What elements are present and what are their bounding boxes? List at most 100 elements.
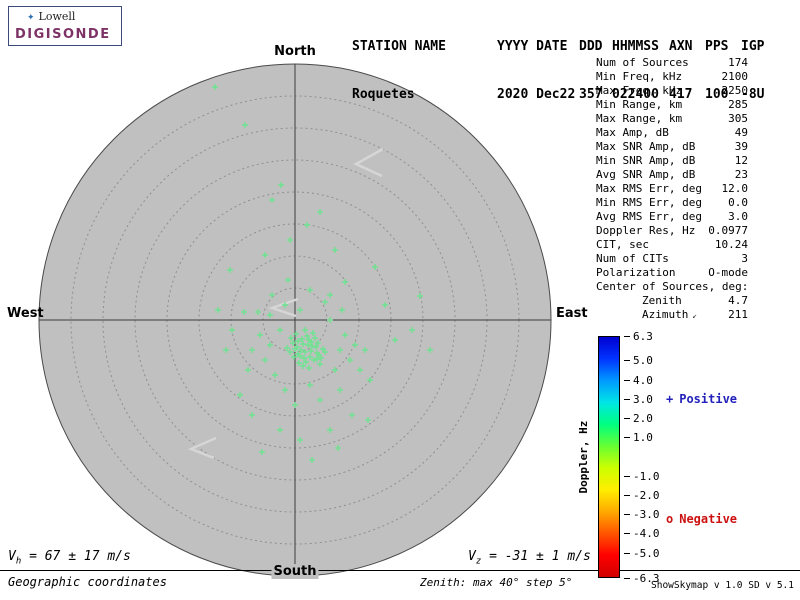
colorbar-tick: 6.3 (624, 329, 653, 343)
stat-label: Max Freq, kHz (596, 84, 683, 97)
velocity-arrow (268, 297, 299, 318)
stat-value: 211 (728, 308, 748, 321)
header-column-label: AXN (669, 39, 693, 54)
azimuth-direction-icon: ↙ (692, 311, 698, 320)
colorbar-tick: -1.0 (624, 469, 660, 483)
colorbar-axis-label: Doppler, Hz (577, 420, 590, 494)
stat-row: Num of CITs 3 (596, 252, 748, 266)
tick-value: -6.3 (633, 571, 660, 585)
vh-subscript: h (15, 556, 22, 567)
stat-row: Max Freq, kHz 2250 (596, 84, 748, 98)
stat-label: CIT, sec (596, 238, 649, 251)
tick-mark (624, 552, 630, 554)
tick-mark (624, 494, 630, 496)
stat-value: 2250 (721, 84, 749, 97)
stat-value: 3 (741, 252, 748, 265)
velocity-arrow (353, 147, 384, 178)
stat-row: Max RMS Err, deg 12.0 (596, 182, 748, 196)
stat-label: Avg SNR Amp, dB (596, 168, 696, 181)
tick-mark (624, 514, 630, 516)
stats-rows: Num of Sources 174 Min Freq, kHz 2100 Ma… (596, 56, 748, 280)
stat-row: CIT, sec 10.24 (596, 238, 748, 252)
tick-value: 6.3 (633, 329, 653, 343)
colorbar-tick: 3.0 (624, 392, 653, 406)
zenith-range-note: Zenith: max 40° step 5° (420, 576, 573, 589)
header-column-value: 022400 (612, 87, 659, 102)
lowell-star-icon: ✦ (27, 13, 35, 23)
version-label: ShowSkymap v 1.0 SD v 5.1 (651, 580, 794, 591)
vz-value: = -31 ± 1 m/s (481, 549, 591, 564)
stat-value: 12.0 (721, 182, 749, 195)
stat-row: Min RMS Err, deg 0.0 (596, 196, 748, 210)
header-column: DDD 357 (579, 7, 612, 135)
tick-value: 1.0 (633, 431, 653, 445)
header-column-label: IGP (741, 39, 765, 54)
stat-label: Zenith (642, 294, 682, 307)
stat-label: Max Amp, dB (596, 126, 669, 139)
colorbar-tick: -3.0 (624, 508, 660, 522)
colorbar-tick: 4.0 (624, 373, 653, 387)
stat-label: Azimuth ↙ (642, 308, 697, 322)
tick-value: -1.0 (633, 469, 660, 483)
header-column: IGP -8U (741, 7, 771, 135)
digisonde-logo: ✦ Lowell DIGISONDE (8, 6, 122, 46)
source-points (212, 84, 433, 463)
stat-value: 0.0 (728, 196, 748, 209)
stat-label: Avg RMS Err, deg (596, 210, 702, 223)
colorbar-tick: -6.3 (624, 571, 660, 585)
vz-subscript: z (475, 556, 482, 567)
stat-row-zenith: Zenith 4.7 (596, 294, 748, 308)
tick-value: 3.0 (633, 392, 653, 406)
header-column: PPS 100 (705, 7, 741, 135)
tick-value: -3.0 (633, 508, 660, 522)
legend-negative-label: Negative (679, 512, 738, 526)
stat-value: 305 (728, 112, 748, 125)
tick-value: 2.0 (633, 412, 653, 426)
tick-value: 4.0 (633, 373, 653, 387)
header-column-value: Roquetes (352, 87, 415, 102)
header-column-label: STATION NAME (352, 39, 446, 54)
stat-row: Max Range, km 305 (596, 112, 748, 126)
stat-label: Max SNR Amp, dB (596, 140, 696, 153)
center-of-sources-header: Center of Sources, deg: (596, 280, 748, 294)
header-column-value: 357 (579, 87, 603, 102)
stat-label: Num of Sources (596, 56, 689, 69)
header-column-value: -8U (741, 87, 765, 102)
compass-north-label: North (274, 44, 316, 59)
tick-mark (624, 418, 630, 420)
header-column-value: 2020 Dec22 (497, 87, 576, 102)
compass-south-label: South (271, 564, 319, 579)
colorbar-tick: 5.0 (624, 354, 653, 367)
stat-value: 285 (728, 98, 748, 111)
logo-digisonde-text: DIGISONDE (15, 27, 111, 42)
coordinates-note: Geographic coordinates (8, 575, 167, 589)
stat-row: Min SNR Amp, dB 12 (596, 154, 748, 168)
vertical-velocity-readout: Vz = -31 ± 1 m/s (468, 549, 591, 567)
colorbar-tick: -5.0 (624, 547, 660, 560)
tick-mark (624, 437, 630, 439)
stat-value: 0.0977 (708, 224, 748, 237)
logo-lowell-text: Lowell (38, 10, 76, 23)
header-column-label: YYYY DATE (497, 39, 568, 54)
stat-label: Min RMS Err, deg (596, 196, 702, 209)
stat-value: 174 (728, 56, 748, 69)
stat-value: 23 (734, 168, 748, 181)
footer-separator (0, 570, 800, 571)
header-column-value: 100 (705, 87, 729, 102)
stat-value: 49 (734, 126, 748, 139)
station-header: STATION NAME Roquetes YYYY DATE 2020 Dec… (352, 7, 771, 135)
stat-row: Min Freq, kHz 2100 (596, 70, 748, 84)
vh-symbol: V (8, 549, 16, 564)
tick-value: -4.0 (633, 527, 660, 541)
stat-row: Min Range, km 285 (596, 98, 748, 112)
legend-positive-label: Positive (679, 392, 738, 406)
colorbar-tick: -4.0 (624, 527, 660, 541)
azimuth-label: Azimuth (642, 308, 689, 321)
stat-label: Min Range, km (596, 98, 683, 111)
stat-label: Max Range, km (596, 112, 683, 125)
tick-mark (624, 379, 630, 381)
logo-lowell-line: ✦ Lowell (15, 10, 115, 25)
stat-value: 3.0 (728, 210, 748, 223)
stat-row: Polarization O-mode (596, 266, 748, 280)
